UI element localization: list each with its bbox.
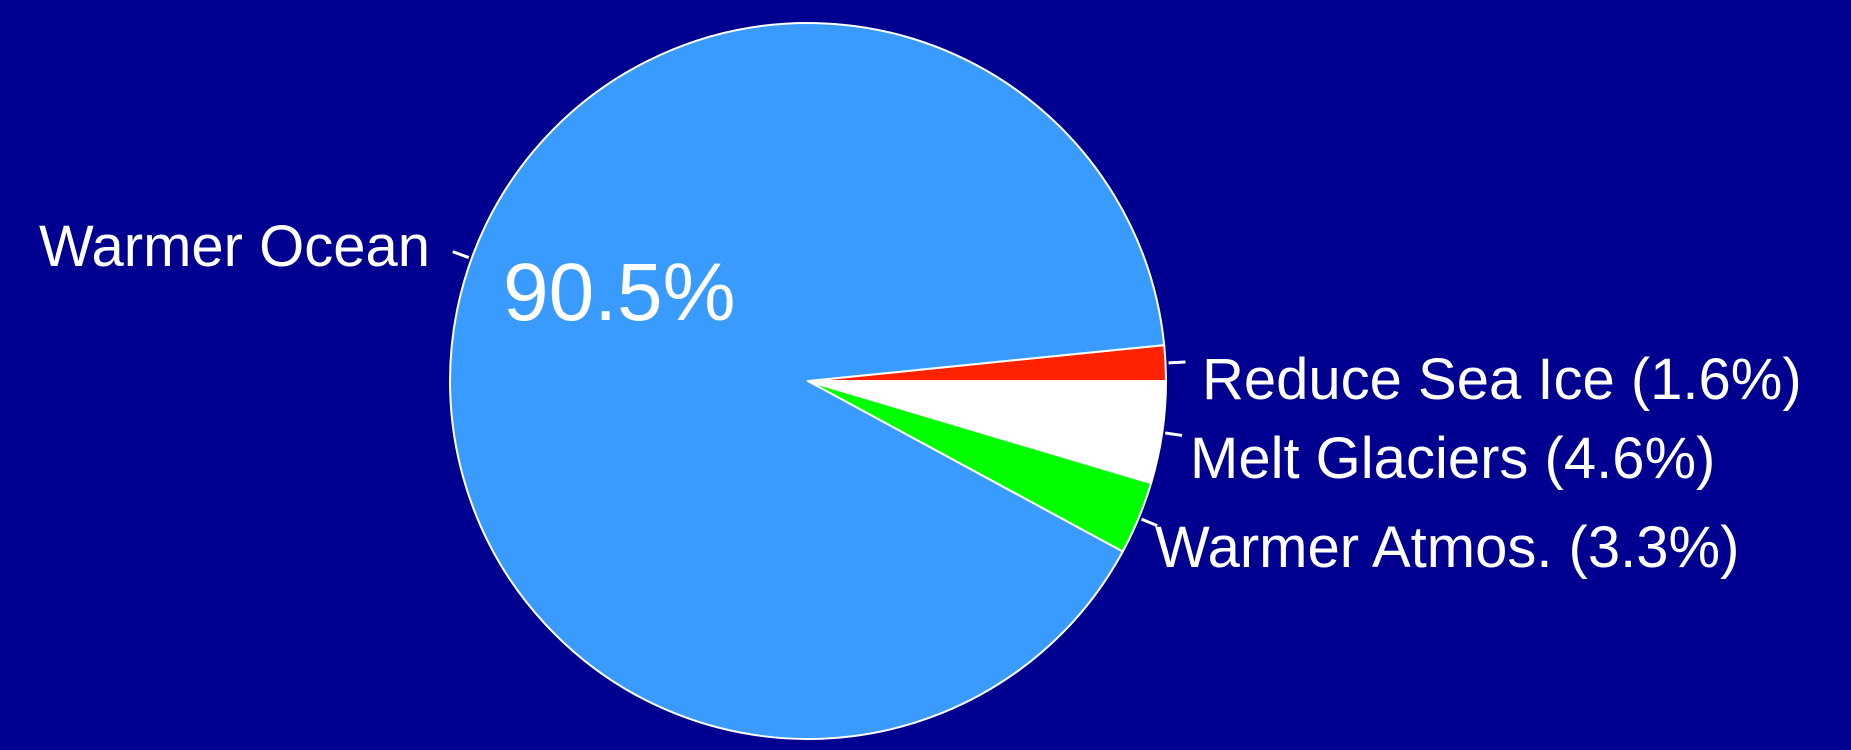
leader-line-melt-glaciers [1165, 431, 1183, 437]
slice-label-melt-glaciers: Melt Glaciers (4.6%) [1190, 426, 1715, 491]
pie-slices [449, 22, 1167, 740]
leader-line-reduce-sea-ice [1168, 360, 1186, 365]
leader-line-warmer-ocean [452, 250, 470, 259]
slice-label-warmer-ocean: Warmer Ocean [39, 214, 430, 279]
leader-line-warmer-atmos [1140, 517, 1158, 528]
slice-label-warmer-atmos: Warmer Atmos. (3.3%) [1155, 515, 1739, 580]
pie-labels: Reduce Sea Ice (1.6%) Warmer Ocean 90.5% Wa… [39, 214, 1802, 580]
slice-value-warmer-ocean: 90.5% [503, 247, 736, 338]
slice-label-reduce-sea-ice: Reduce Sea Ice (1.6%) [1202, 347, 1802, 412]
pie-slice-melt-glaciers [807, 380, 1167, 485]
